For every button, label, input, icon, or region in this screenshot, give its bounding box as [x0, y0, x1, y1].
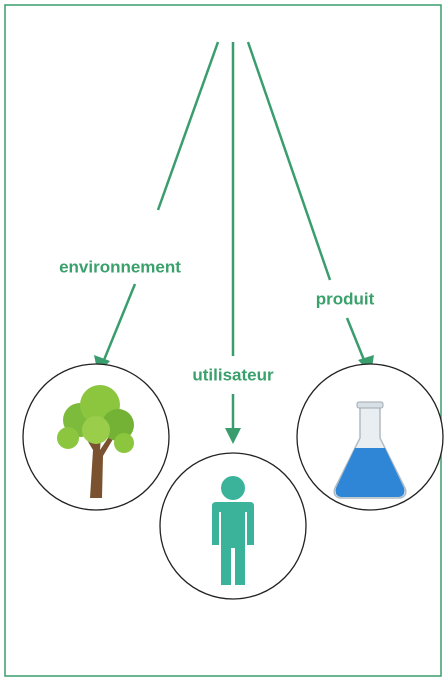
node-label: environnement: [59, 257, 181, 276]
diagram: environnement utilisateur produit: [0, 0, 448, 682]
node-label: utilisateur: [192, 365, 274, 384]
node-label: produit: [316, 289, 375, 308]
